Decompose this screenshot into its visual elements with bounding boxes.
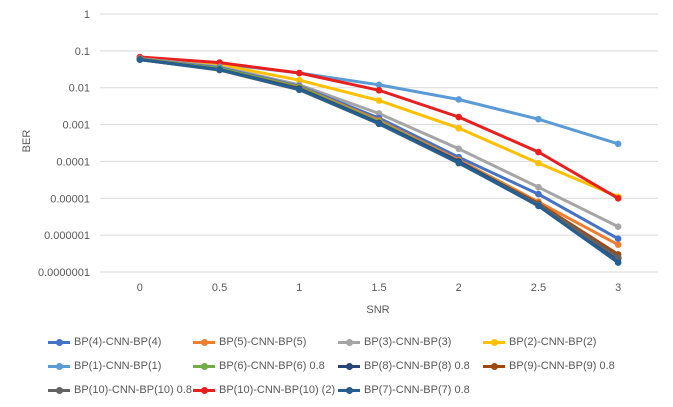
legend-label: BP(7)-CNN-BP(7) 0.8 bbox=[364, 384, 470, 396]
legend-label: BP(10)-CNN-BP(10) (2) bbox=[219, 384, 336, 396]
gridlines bbox=[100, 13, 658, 273]
legend-item: BP(1)-CNN-BP(1) bbox=[48, 358, 161, 374]
series-line bbox=[138, 55, 620, 200]
y-tick-label: 1 bbox=[84, 9, 90, 21]
data-point bbox=[614, 223, 622, 230]
y-axis-label: BER bbox=[21, 130, 33, 153]
data-point bbox=[535, 183, 542, 191]
y-tick-label: 0.00001 bbox=[50, 193, 90, 205]
legend-swatch bbox=[48, 360, 70, 372]
x-axis-label: SNR bbox=[366, 304, 389, 316]
data-point bbox=[614, 235, 622, 243]
x-tick-label: 2 bbox=[456, 282, 462, 294]
data-point bbox=[375, 120, 383, 128]
x-tick-label: 1.5 bbox=[371, 282, 386, 294]
data-point bbox=[614, 241, 622, 249]
data-point bbox=[614, 194, 622, 202]
series-10 bbox=[136, 53, 622, 202]
series-4 bbox=[136, 54, 622, 201]
legend-item: BP(3)-CNN-BP(3) bbox=[338, 334, 451, 350]
data-point bbox=[216, 66, 223, 73]
y-tick-label: 0.0001 bbox=[56, 156, 90, 168]
y-tick-label: 0.000001 bbox=[44, 230, 90, 242]
data-point bbox=[375, 97, 383, 104]
data-point bbox=[535, 115, 542, 123]
data-point bbox=[375, 110, 383, 117]
data-point bbox=[455, 124, 463, 132]
data-point bbox=[535, 202, 542, 210]
data-point bbox=[614, 259, 622, 266]
data-point bbox=[375, 81, 383, 89]
data-point bbox=[136, 56, 144, 63]
legend-item: BP(6)-CNN-BP(6) 0.8 bbox=[193, 358, 325, 374]
legend-swatch bbox=[483, 336, 505, 348]
y-tick-label: 0.01 bbox=[69, 83, 90, 95]
series-line bbox=[138, 56, 620, 199]
legend-item: BP(4)-CNN-BP(4) bbox=[48, 334, 161, 350]
data-point bbox=[455, 159, 463, 167]
legend-item: BP(8)-CNN-BP(8) 0.8 bbox=[338, 358, 470, 374]
x-tick-labels: 0 0.5 1 1.5 2 2.5 3 bbox=[137, 282, 621, 294]
legend-item: BP(7)-CNN-BP(7) 0.8 bbox=[338, 382, 470, 398]
legend-label: BP(1)-CNN-BP(1) bbox=[74, 360, 162, 372]
data-point bbox=[295, 86, 303, 93]
data-point bbox=[535, 148, 542, 156]
data-point bbox=[455, 96, 463, 103]
y-tick-labels: 0.0000001 0.000001 0.00001 0.0001 0.001 0.01 0… bbox=[38, 9, 90, 279]
x-tick-label: 3 bbox=[615, 282, 621, 294]
x-tick-label: 0.5 bbox=[212, 282, 227, 294]
data-point bbox=[455, 113, 463, 121]
legend-item: BP(2)-CNN-BP(2) bbox=[483, 334, 596, 350]
legend-label: BP(9)-CNN-BP(9) 0.8 bbox=[509, 360, 615, 372]
legend-label: BP(8)-CNN-BP(8) 0.8 bbox=[364, 360, 470, 372]
x-tick-label: 1 bbox=[296, 282, 302, 294]
series-lines bbox=[136, 53, 622, 266]
legend-swatch bbox=[193, 360, 215, 372]
x-tick-label: 0 bbox=[137, 282, 143, 294]
data-point bbox=[614, 254, 622, 261]
legend-swatch bbox=[193, 384, 215, 396]
legend-swatch bbox=[483, 360, 505, 372]
series-3 bbox=[136, 55, 622, 230]
data-point bbox=[535, 190, 542, 198]
y-tick-label: 0.001 bbox=[62, 120, 90, 132]
legend-swatch bbox=[338, 336, 360, 348]
legend-label: BP(3)-CNN-BP(3) bbox=[364, 336, 452, 348]
legend-swatch bbox=[48, 384, 70, 396]
x-tick-label: 2.5 bbox=[531, 282, 546, 294]
y-tick-label: 0.0000001 bbox=[38, 267, 90, 279]
data-point bbox=[535, 159, 542, 167]
data-point bbox=[295, 69, 303, 77]
legend-swatch bbox=[338, 384, 360, 396]
legend-swatch bbox=[48, 336, 70, 348]
legend-swatch bbox=[338, 360, 360, 372]
data-point bbox=[295, 76, 303, 84]
legend-label: BP(4)-CNN-BP(4) bbox=[74, 336, 162, 348]
legend-label: BP(2)-CNN-BP(2) bbox=[509, 336, 597, 348]
series-11 bbox=[136, 56, 622, 266]
legend-item: BP(10)-CNN-BP(10) (2) bbox=[193, 382, 335, 398]
legend-label: BP(10)-CNN-BP(10) 0.8 bbox=[74, 384, 192, 396]
data-point bbox=[455, 145, 463, 153]
legend-swatch bbox=[193, 336, 215, 348]
legend-item: BP(10)-CNN-BP(10) 0.8 bbox=[48, 382, 192, 398]
data-point bbox=[614, 140, 622, 148]
legend-label: BP(6)-CNN-BP(6) 0.8 bbox=[219, 360, 325, 372]
legend-item: BP(5)-CNN-BP(5) bbox=[193, 334, 306, 350]
y-tick-label: 0.1 bbox=[75, 46, 90, 58]
legend-label: BP(5)-CNN-BP(5) bbox=[219, 336, 307, 348]
legend-item: BP(9)-CNN-BP(9) 0.8 bbox=[483, 358, 615, 374]
data-point bbox=[375, 87, 383, 94]
